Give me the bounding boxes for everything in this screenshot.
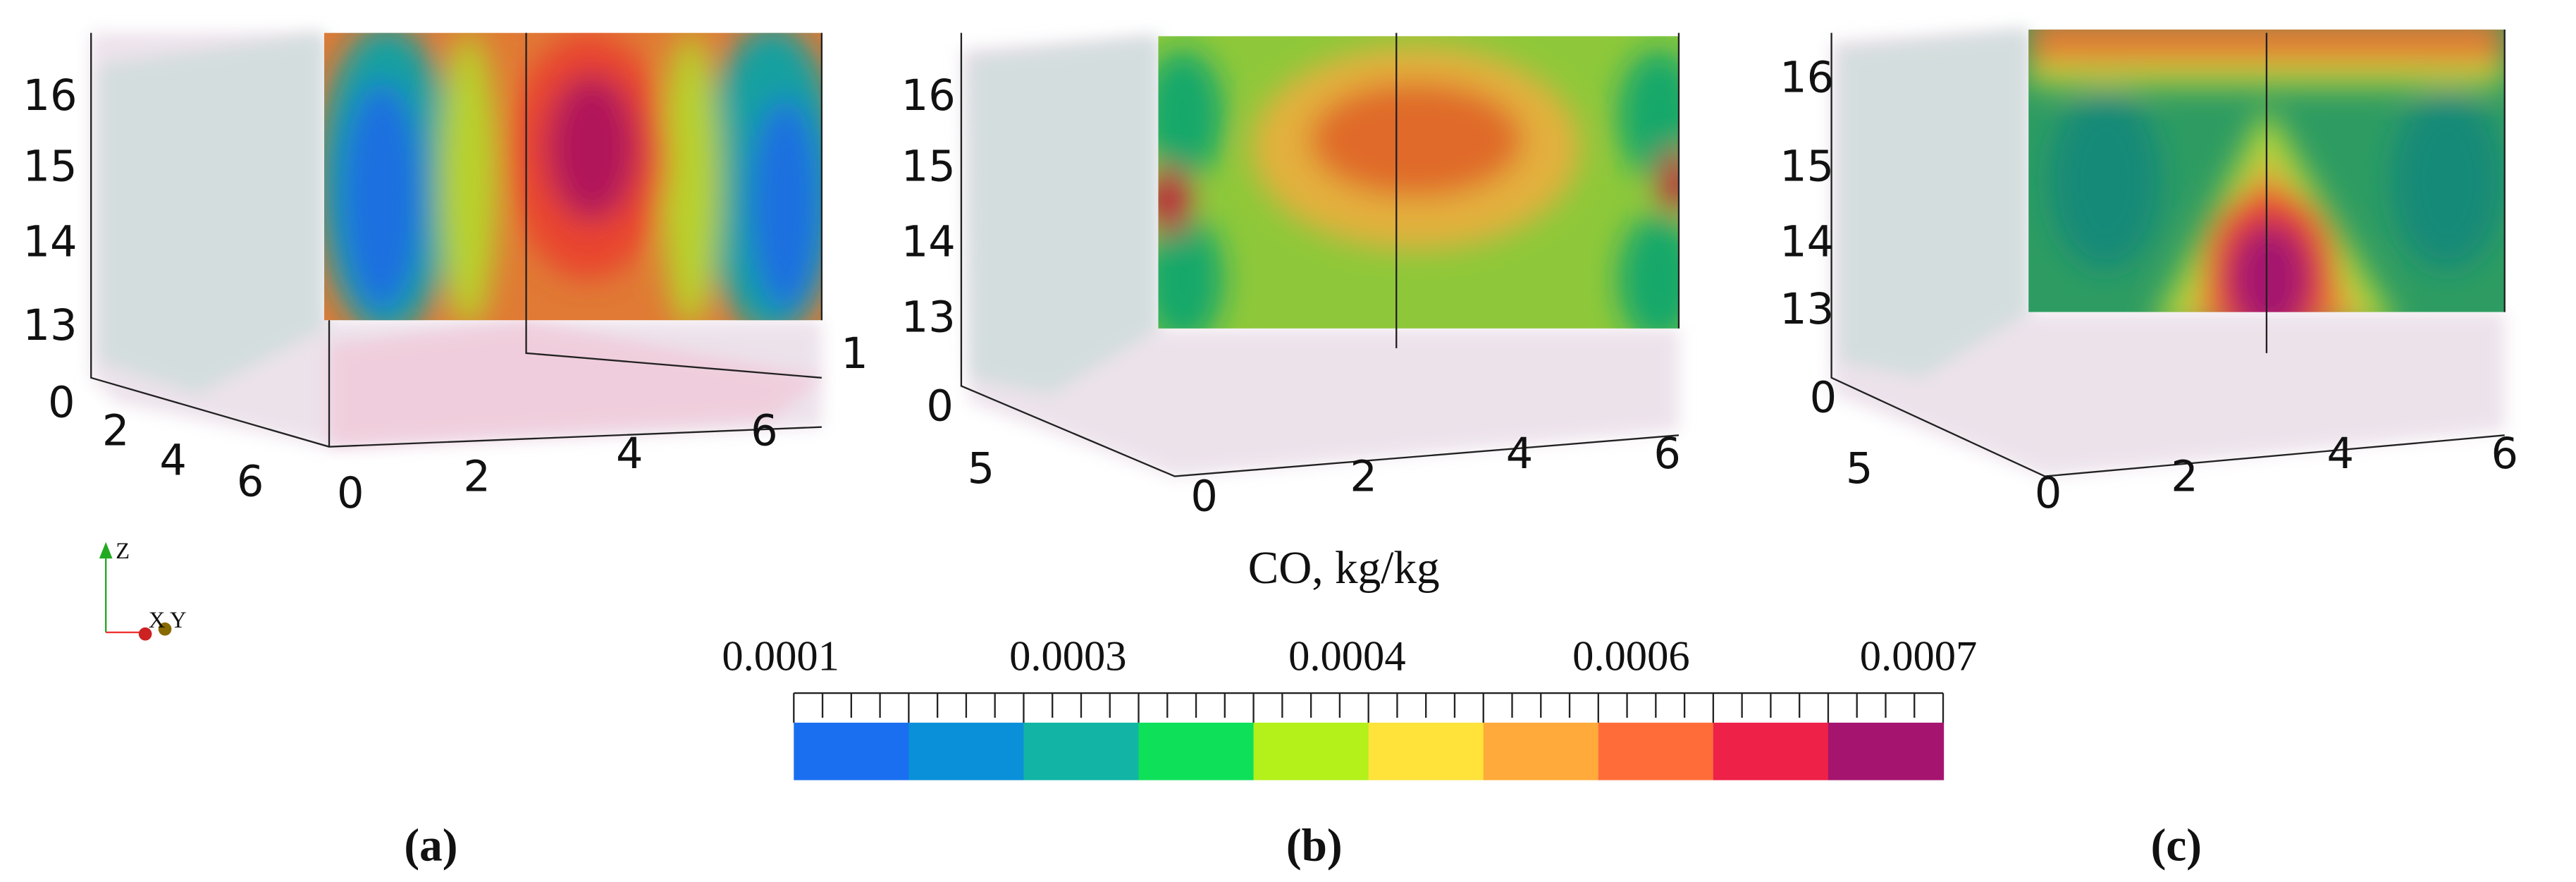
colorbar-band [1483, 723, 1599, 780]
depth-tick-label: 2 [102, 406, 130, 455]
colorbar-band [1368, 723, 1484, 780]
panel-a [90, 32, 823, 448]
x-tick-label: 0 [337, 469, 364, 518]
x-tick-label: 4 [2327, 429, 2355, 479]
z-tick-label: 15 [23, 142, 77, 191]
depth-tick-label: 0 [48, 379, 75, 428]
colorbar-tick-label: 0.0001 [722, 632, 839, 680]
z-tick-label: 13 [1780, 285, 1834, 334]
colorbar-band [1713, 723, 1830, 780]
colorbar-band [1023, 723, 1140, 780]
z-tick-label: 14 [901, 217, 956, 267]
triad-x: X [149, 608, 166, 633]
panel-label: (a) [404, 821, 457, 871]
x-tick-label: 2 [1350, 453, 1377, 502]
colorbar-band [794, 723, 910, 780]
x-tick-label: 2 [463, 453, 491, 502]
x-tick-label: 2 [2171, 453, 2198, 502]
axis-triad: Z X Y [99, 539, 187, 641]
z-tick-label: 15 [1780, 142, 1834, 191]
x-tick-label: 6 [751, 406, 778, 455]
z-tick-label: 16 [23, 71, 77, 121]
colorbar-tick-label: 0.0004 [1288, 632, 1406, 680]
panel-c [1830, 29, 2506, 477]
depth-tick-label: 5 [1846, 444, 1873, 494]
colorbar-band [908, 723, 1025, 780]
x-tick-label: 4 [1506, 429, 1534, 479]
colorbar-band [1138, 723, 1255, 780]
panel-label: (b) [1286, 821, 1343, 871]
panel-b [960, 32, 1680, 477]
z-tick-label: 16 [1780, 53, 1834, 102]
x-tick-label: 6 [2491, 429, 2518, 479]
triad-z: Z [116, 539, 130, 564]
colorbar-tick-label: 0.0007 [1860, 632, 1978, 680]
colorbar-band [1598, 723, 1715, 780]
colorbar: 0.0001 0.0003 0.0004 0.0006 0.0007 [722, 632, 1977, 780]
z-tick-label: 16 [901, 71, 956, 121]
z-tick-label: 15 [901, 142, 956, 191]
x-tick-label: 4 [616, 429, 643, 479]
depth-tick-label: 6 [237, 458, 264, 507]
colorbar-band [1253, 723, 1369, 780]
colorbar-tick-label: 0.0003 [1009, 632, 1127, 680]
z-tick-label: 13 [23, 301, 77, 350]
depth-tick-label: 0 [926, 381, 954, 431]
colorbar-title: CO, kg/kg [1248, 543, 1440, 594]
colorbar-tick-label: 0.0006 [1572, 632, 1690, 680]
depth-tick-label: 0 [1810, 374, 1837, 423]
z-tick-label: 14 [1780, 217, 1834, 267]
x-tick-label: 0 [2035, 469, 2062, 518]
z-tick-label: 14 [23, 217, 77, 267]
x-tick-label: 0 [1190, 472, 1218, 522]
panel-label: (c) [2151, 821, 2202, 871]
depth-tick-label: 4 [159, 436, 187, 485]
z-tick-label: 13 [901, 293, 956, 343]
depth-tick-label: 5 [968, 444, 995, 494]
side-tick-label: 1 [841, 329, 868, 379]
x-tick-label: 6 [1653, 429, 1681, 479]
triad-y: Y [170, 608, 187, 633]
colorbar-band [1828, 723, 1945, 780]
